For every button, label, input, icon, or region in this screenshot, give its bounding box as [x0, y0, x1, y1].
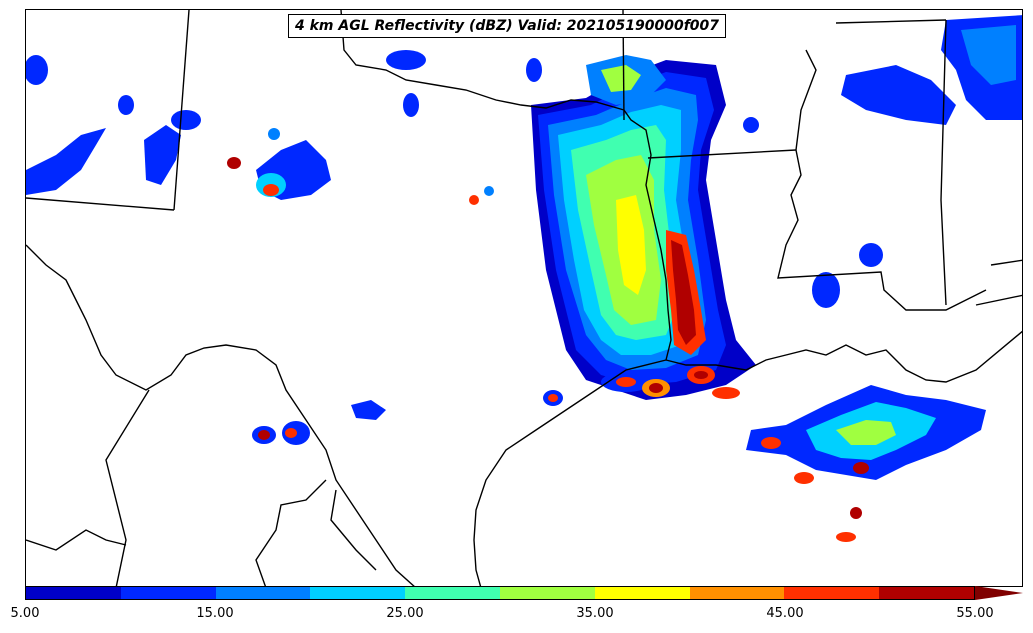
- echo-east-cell-1: [743, 117, 759, 133]
- reflectivity-field: [26, 15, 1022, 542]
- colorbar-tick-label: 15.00: [196, 606, 234, 621]
- echo-south-cell-3: [351, 400, 386, 420]
- colorbar-segment: [310, 587, 406, 599]
- reflectivity-map: [26, 10, 1022, 586]
- echo-gulf-cell-1: [761, 437, 781, 449]
- echo-north-cell-3: [386, 50, 426, 70]
- echo-coast-cell-1-core: [616, 377, 636, 387]
- state-border-nm-co: [173, 10, 190, 211]
- echo-nw-cell-2: [118, 95, 134, 115]
- echo-gulf-cell-5: [836, 532, 856, 542]
- state-border-ms-river: [777, 149, 987, 311]
- coastline-texas: [473, 359, 667, 586]
- state-border-tn: [795, 49, 817, 151]
- echo-main-yellow: [616, 195, 646, 295]
- colorbar-segment: [215, 587, 311, 599]
- echo-coast-cell-2-core: [649, 383, 663, 393]
- echo-gulf-cluster-green: [836, 420, 896, 445]
- echo-northwest-2: [144, 125, 181, 185]
- echo-east-cell-3: [859, 243, 883, 267]
- coastline-gulf: [665, 330, 1022, 383]
- colorbar-segment: [689, 587, 785, 599]
- state-border-al-ga: [990, 259, 1022, 266]
- echo-central-cell-5: [484, 186, 494, 196]
- echo-gulf-cell-3: [853, 462, 869, 474]
- echo-northwest: [26, 128, 106, 195]
- echo-central-cell-core: [263, 184, 279, 196]
- colorbar-segment: [594, 587, 690, 599]
- echo-nw-cell-3: [26, 55, 48, 85]
- colorbar-segment: [120, 587, 216, 599]
- echo-gulf-cell-2: [794, 472, 814, 484]
- mexico-border-rio-grande: [26, 244, 415, 586]
- state-border-red-river: [340, 10, 625, 111]
- state-border-ms-al: [940, 19, 947, 306]
- colorbar-tick-label: 35.00: [576, 606, 614, 621]
- echo-central-cell-4: [469, 195, 479, 205]
- colorbar-tick-label: 25.00: [386, 606, 424, 621]
- colorbar-extend-arrow: [975, 586, 1023, 600]
- mexico-state-border-1: [105, 389, 150, 586]
- echo-nw-cell-1: [171, 110, 201, 130]
- echo-coast-cell-5-core: [548, 394, 558, 402]
- echo-east-cell-2: [812, 272, 840, 308]
- echo-line-dark: [671, 240, 696, 345]
- state-border-mo: [835, 19, 947, 24]
- mexico-state-border-2: [26, 529, 127, 551]
- state-border-tx-panhandle: [26, 197, 175, 211]
- colorbar-segment: [499, 587, 595, 599]
- mexico-state-border-4: [330, 489, 377, 571]
- echo-south-cell-1-core: [258, 430, 270, 440]
- echo-central-cell-2: [227, 157, 241, 169]
- echo-gulf-cell-4: [850, 507, 862, 519]
- echo-northeast-inner: [961, 25, 1016, 85]
- colorbar: [25, 586, 975, 600]
- state-border-al-fl: [975, 294, 1022, 306]
- colorbar-segment: [879, 587, 974, 599]
- state-border-ar-la: [647, 149, 797, 159]
- map-panel: [25, 9, 1023, 587]
- echo-central-cell-3: [268, 128, 280, 140]
- map-title: 4 km AGL Reflectivity (dBZ) Valid: 20210…: [295, 18, 720, 34]
- colorbar-segment: [26, 587, 121, 599]
- colorbar-tick-label: 55.00: [956, 606, 994, 621]
- state-border-tx-la: [623, 109, 672, 361]
- mexico-state-border-3: [255, 479, 327, 586]
- map-title-box: 4 km AGL Reflectivity (dBZ) Valid: 20210…: [288, 14, 727, 38]
- colorbar-segment: [405, 587, 500, 599]
- echo-north-cell-1: [403, 93, 419, 117]
- colorbar-tick-label: 5.00: [10, 606, 40, 621]
- political-boundaries: [26, 10, 1022, 586]
- echo-coast-cell-4: [712, 387, 740, 399]
- colorbar-segment: [784, 587, 880, 599]
- colorbar-tick-label: 45.00: [766, 606, 804, 621]
- echo-south-cell-2-core: [285, 428, 297, 438]
- echo-north-cell-2: [526, 58, 542, 82]
- echo-ms-band: [841, 65, 956, 125]
- echo-coast-cell-3-core: [694, 371, 708, 379]
- echo-north-cluster-inner: [601, 65, 641, 92]
